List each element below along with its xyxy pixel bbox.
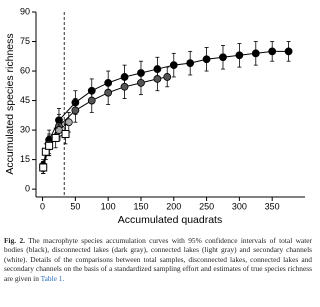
y-tick-label: 45 xyxy=(20,95,30,105)
data-point xyxy=(202,55,211,64)
data-point xyxy=(268,47,277,56)
data-point xyxy=(45,141,54,150)
y-tick-label: 75 xyxy=(20,36,30,46)
data-point xyxy=(64,118,73,127)
data-point xyxy=(251,49,260,58)
x-tick-label: 100 xyxy=(101,201,116,211)
data-point xyxy=(153,75,162,83)
data-point xyxy=(284,47,293,56)
x-tick-label: 350 xyxy=(265,201,280,211)
data-point xyxy=(120,82,129,91)
x-tick-label: 200 xyxy=(166,201,181,211)
data-point xyxy=(104,88,113,97)
y-tick-label: 15 xyxy=(20,154,30,164)
y-axis-title: Accumulated species richness xyxy=(4,33,16,174)
series-line xyxy=(42,50,289,166)
figure-caption: Fig. 2. The macrophyte species accumulat… xyxy=(4,236,312,283)
data-point xyxy=(39,163,48,172)
x-tick-label: 50 xyxy=(70,201,80,211)
data-point xyxy=(235,51,244,60)
data-point xyxy=(61,130,70,139)
y-tick-label: 90 xyxy=(20,6,30,16)
x-tick-label: 0 xyxy=(40,201,45,211)
caption-label: Fig. 2. xyxy=(4,236,25,245)
data-point xyxy=(186,59,195,68)
y-tick-label: 0 xyxy=(25,184,30,194)
y-tick-label: 30 xyxy=(20,124,30,134)
data-point xyxy=(71,106,80,115)
data-point xyxy=(219,53,227,62)
chart: Accumulated quadrats Accumulated species… xyxy=(4,6,305,226)
x-tick-label: 150 xyxy=(133,201,148,211)
data-point xyxy=(51,133,60,142)
x-tick-label: 300 xyxy=(232,201,247,211)
y-tick-label: 60 xyxy=(20,65,30,75)
data-point xyxy=(87,96,96,105)
caption-link[interactable]: Table 1. xyxy=(40,273,65,283)
x-axis-title: Accumulated quadrats xyxy=(118,214,222,226)
caption-text: The macrophyte species accumulation curv… xyxy=(4,236,312,283)
data-point xyxy=(137,78,145,87)
data-point xyxy=(55,126,63,134)
data-point xyxy=(163,73,172,81)
data-point xyxy=(169,61,178,70)
x-tick-label: 250 xyxy=(199,201,214,211)
